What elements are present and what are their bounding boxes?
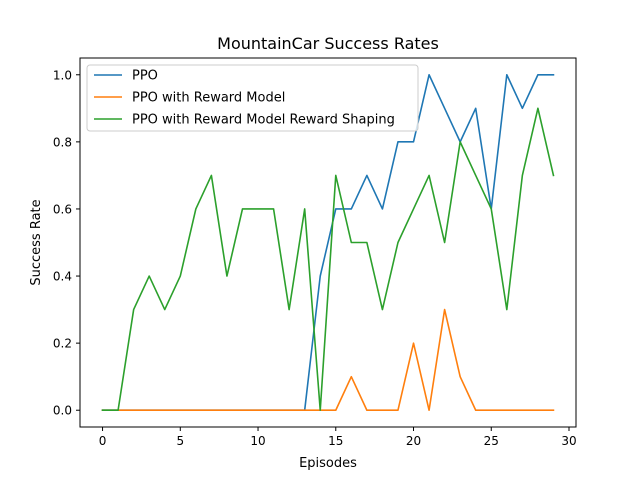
y-tick-label: 0.6 [53, 202, 72, 216]
y-tick-label: 0.4 [53, 270, 72, 284]
x-axis-label: Episodes [299, 456, 357, 471]
y-axis-ticks: 0.0 0.2 0.4 0.6 0.8 1.0 [53, 68, 80, 418]
legend-items: PPO PPO with Reward Model PPO with Reward … [94, 69, 395, 128]
legend-label-1: PPO with Reward Model [132, 91, 285, 106]
x-tick-label: 10 [250, 434, 265, 448]
y-tick-label: 0.2 [53, 337, 72, 351]
x-tick-label: 30 [561, 434, 576, 448]
x-tick-label: 25 [484, 434, 499, 448]
plot-frame [79, 57, 577, 428]
y-tick-label: 0.0 [53, 404, 72, 418]
legend-frame [86, 64, 419, 132]
series-line-2 [101, 107, 555, 412]
x-axis-ticks: 0 5 10 15 20 25 30 [99, 427, 577, 448]
x-tick-label: 0 [99, 434, 107, 448]
legend-label-0: PPO [132, 69, 158, 84]
chart-title: MountainCar Success Rates [217, 34, 439, 53]
x-tick-label: 5 [176, 434, 184, 448]
x-tick-label: 15 [328, 434, 343, 448]
series-line-1 [101, 308, 555, 412]
series-layer [101, 73, 555, 412]
x-tick-label: 20 [406, 434, 421, 448]
legend: PPO PPO with Reward Model PPO with Reward … [86, 64, 419, 132]
y-tick-label: 1.0 [53, 68, 72, 82]
y-axis-label: Success Rate [29, 199, 44, 285]
legend-label-2: PPO with Reward Model Reward Shaping [132, 113, 395, 128]
y-tick-label: 0.8 [53, 135, 72, 149]
